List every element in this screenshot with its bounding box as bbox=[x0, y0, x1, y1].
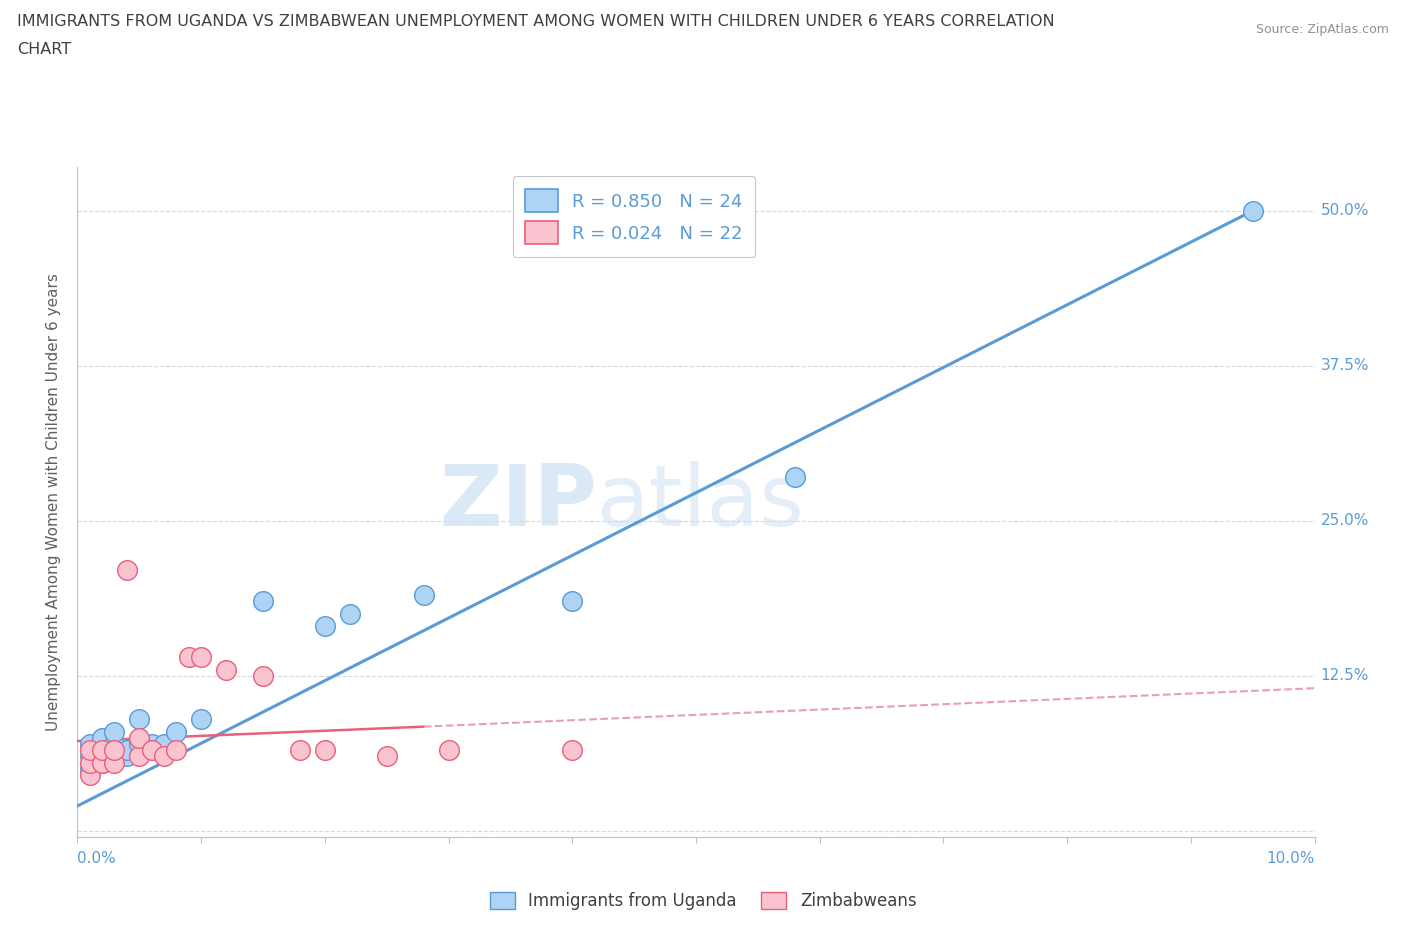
Point bbox=[141, 737, 163, 751]
Text: CHART: CHART bbox=[17, 42, 70, 57]
Point bbox=[783, 470, 806, 485]
Point bbox=[115, 743, 138, 758]
Point bbox=[165, 724, 187, 739]
Y-axis label: Unemployment Among Women with Children Under 6 years: Unemployment Among Women with Children U… bbox=[46, 273, 62, 731]
Point bbox=[79, 762, 101, 777]
Point bbox=[314, 743, 336, 758]
Point bbox=[177, 650, 200, 665]
Point bbox=[190, 711, 212, 726]
Point bbox=[128, 711, 150, 726]
Point bbox=[79, 749, 101, 764]
Point bbox=[252, 594, 274, 609]
Point bbox=[103, 743, 125, 758]
Point bbox=[215, 662, 238, 677]
Text: IMMIGRANTS FROM UGANDA VS ZIMBABWEAN UNEMPLOYMENT AMONG WOMEN WITH CHILDREN UNDE: IMMIGRANTS FROM UGANDA VS ZIMBABWEAN UNE… bbox=[17, 14, 1054, 29]
Point bbox=[79, 755, 101, 770]
Point bbox=[288, 743, 311, 758]
Point bbox=[128, 737, 150, 751]
Point bbox=[91, 755, 114, 770]
Point bbox=[128, 749, 150, 764]
Point bbox=[115, 563, 138, 578]
Point bbox=[79, 743, 101, 758]
Point bbox=[115, 749, 138, 764]
Point bbox=[91, 755, 114, 770]
Point bbox=[1241, 204, 1264, 219]
Point bbox=[91, 730, 114, 745]
Point bbox=[79, 737, 101, 751]
Point bbox=[128, 730, 150, 745]
Point bbox=[314, 618, 336, 633]
Point bbox=[375, 749, 398, 764]
Point bbox=[561, 594, 583, 609]
Text: 10.0%: 10.0% bbox=[1267, 851, 1315, 866]
Point bbox=[103, 737, 125, 751]
Point bbox=[103, 755, 125, 770]
Point bbox=[190, 650, 212, 665]
Legend: R = 0.850   N = 24, R = 0.024   N = 22: R = 0.850 N = 24, R = 0.024 N = 22 bbox=[513, 177, 755, 257]
Point bbox=[79, 767, 101, 782]
Text: 25.0%: 25.0% bbox=[1320, 513, 1369, 528]
Point bbox=[153, 737, 176, 751]
Point bbox=[437, 743, 460, 758]
Point bbox=[561, 743, 583, 758]
Point bbox=[339, 606, 361, 621]
Point bbox=[412, 588, 434, 603]
Text: Source: ZipAtlas.com: Source: ZipAtlas.com bbox=[1256, 23, 1389, 36]
Point bbox=[141, 743, 163, 758]
Point bbox=[91, 743, 114, 758]
Point bbox=[103, 749, 125, 764]
Text: 50.0%: 50.0% bbox=[1320, 204, 1369, 219]
Legend: Immigrants from Uganda, Zimbabweans: Immigrants from Uganda, Zimbabweans bbox=[482, 885, 924, 917]
Point bbox=[252, 669, 274, 684]
Point bbox=[91, 743, 114, 758]
Point bbox=[153, 749, 176, 764]
Point bbox=[103, 724, 125, 739]
Point bbox=[165, 743, 187, 758]
Text: 37.5%: 37.5% bbox=[1320, 358, 1369, 373]
Text: ZIP: ZIP bbox=[439, 460, 598, 544]
Text: atlas: atlas bbox=[598, 460, 806, 544]
Text: 12.5%: 12.5% bbox=[1320, 669, 1369, 684]
Text: 0.0%: 0.0% bbox=[77, 851, 117, 866]
